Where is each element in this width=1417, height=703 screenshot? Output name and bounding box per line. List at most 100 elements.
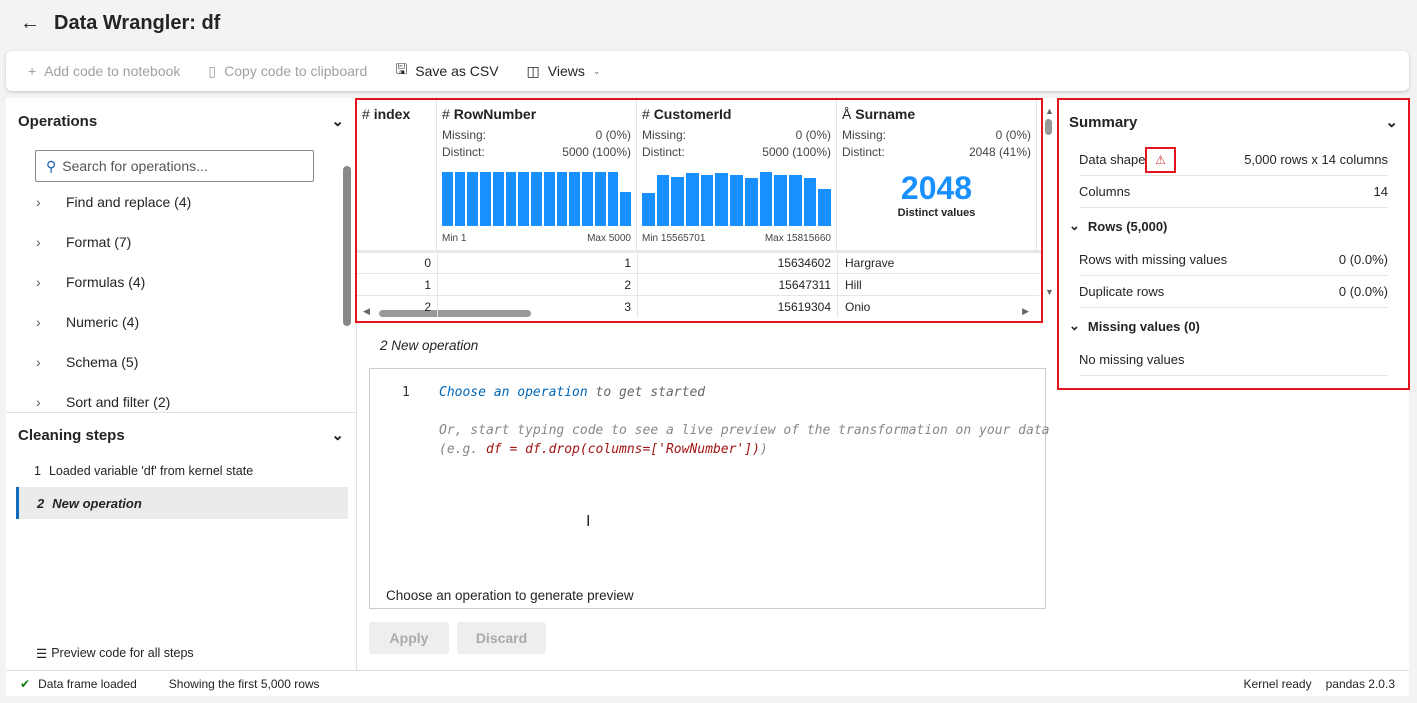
histogram-bar[interactable]: [671, 177, 685, 226]
chevron-down-icon: ⌄: [592, 65, 601, 76]
search-placeholder: Search for operations...: [62, 158, 208, 174]
histogram-bar[interactable]: [556, 172, 568, 226]
add-code-button[interactable]: + Add code to notebook: [28, 63, 180, 79]
preview-code-all-steps-button[interactable]: ☰ Preview code for all steps: [36, 646, 194, 661]
kernel-status: Kernel ready: [1243, 676, 1312, 691]
histogram-bar[interactable]: [818, 189, 831, 226]
chevron-right-icon: ›: [36, 194, 41, 210]
rows-missing-value: 0 (0.0%): [1338, 252, 1388, 267]
histogram-bar[interactable]: [788, 174, 802, 226]
search-icon: ⚲: [46, 157, 57, 174]
max-label: Max 15815660: [764, 233, 831, 244]
histogram-bar[interactable]: [454, 172, 466, 226]
missing-value: 0 (0%): [595, 128, 631, 142]
column-header-surname[interactable]: Å Surname Missing: 0 (0%) Distinct: 2048 (4…: [837, 100, 1037, 250]
operation-label: Format (7): [66, 234, 132, 250]
table-row[interactable]: 1 2 15647311 Hill: [357, 273, 1039, 296]
data-grid: ◀ ▶ # index # RowNumber Missing: 0 (0%) Dist…: [355, 98, 1043, 323]
example-code: df = df.drop(columns=['RowNumber']): [485, 442, 760, 457]
operation-label: Formulas (4): [66, 274, 146, 290]
search-operations-input[interactable]: ⚲ Search for operations...: [35, 150, 314, 182]
discard-button[interactable]: Discard: [457, 622, 546, 654]
cleaning-step-active[interactable]: 2 New operation: [16, 487, 348, 519]
status-bar: ✔ Data frame loaded Showing the first 5,…: [6, 670, 1409, 696]
vertical-scrollbar[interactable]: ▲ ▼: [1045, 106, 1054, 297]
table-row[interactable]: 0 1 15634602 Hargrave: [357, 251, 1039, 274]
data-shape-value: 5,000 rows x 14 columns: [1244, 152, 1388, 167]
histogram-bar[interactable]: [607, 172, 619, 226]
histogram-bar[interactable]: [730, 174, 743, 226]
operation-category[interactable]: › Formulas (4): [6, 262, 356, 302]
step-number: 1: [34, 464, 41, 478]
horizontal-scrollbar[interactable]: ◀ ▶: [363, 306, 1029, 317]
histogram-bar[interactable]: [569, 172, 581, 226]
views-button[interactable]: ◫ Views ⌄: [527, 63, 601, 80]
histogram-bar[interactable]: [686, 173, 699, 226]
table-row[interactable]: 2 3 15619304 Onio: [357, 295, 1039, 318]
rows-section-header[interactable]: ⌄ Rows (5,000): [1059, 208, 1408, 244]
choose-operation-link[interactable]: Choose an operation: [439, 385, 588, 400]
cleaning-steps-header[interactable]: Cleaning steps ⌄: [6, 413, 356, 457]
histogram-bar[interactable]: [759, 172, 773, 226]
histogram-bar[interactable]: [442, 172, 453, 226]
step-number: 2: [37, 495, 45, 511]
operations-title: Operations: [18, 112, 98, 130]
code-editor[interactable]: 1 Choose an operation to get started Or,…: [369, 368, 1050, 609]
histogram-bar[interactable]: [774, 174, 787, 226]
page-title: Data Wrangler: df: [54, 12, 221, 34]
cleaning-step[interactable]: 1 Loaded variable 'df' from kernel state: [6, 457, 356, 485]
table-cell: 3: [624, 300, 631, 314]
histogram-bar[interactable]: [480, 172, 491, 226]
histogram-bar[interactable]: [715, 173, 729, 226]
header: ← Data Wrangler: df: [20, 12, 220, 35]
histogram-bar[interactable]: [700, 175, 714, 226]
summary-header[interactable]: Summary ⌄: [1059, 100, 1408, 144]
histogram-bar[interactable]: [656, 174, 670, 226]
chevron-down-icon: ⌄: [1069, 218, 1080, 233]
table-cell: 2: [624, 278, 631, 292]
histogram-bar[interactable]: [744, 178, 758, 226]
column-header-rownumber[interactable]: # RowNumber Missing: 0 (0%) Distinct: 5000 …: [437, 100, 637, 250]
back-arrow-icon[interactable]: ←: [20, 12, 40, 34]
histogram-bar[interactable]: [467, 172, 479, 226]
missing-title: Missing values (0): [1087, 318, 1200, 334]
distinct-label: Distinct:: [442, 145, 485, 159]
table-cell: 0: [424, 256, 431, 270]
operation-category[interactable]: › Schema (5): [6, 342, 356, 382]
histogram-bar[interactable]: [582, 172, 593, 226]
operation-category[interactable]: › Format (7): [6, 222, 356, 262]
histogram-bar[interactable]: [803, 178, 817, 226]
missing-section-header[interactable]: ⌄ Missing values (0): [1059, 308, 1408, 344]
operation-category[interactable]: › Numeric (4): [6, 302, 356, 342]
hint-text: Or, start typing code to see a live prev…: [439, 423, 1050, 438]
operation-label: Schema (5): [66, 354, 139, 370]
operation-label: Sort and filter (2): [66, 394, 171, 410]
operation-category[interactable]: › Sort and filter (2): [6, 382, 356, 422]
histogram-bar[interactable]: [492, 172, 504, 226]
histogram-bar[interactable]: [594, 172, 606, 226]
warning-icon[interactable]: ⚠: [1145, 147, 1176, 173]
hint-text: to get started: [587, 385, 706, 400]
no-missing-text: No missing values: [1079, 352, 1185, 367]
distinct-label: Distinct:: [842, 145, 885, 159]
operations-scrollbar[interactable]: [343, 148, 351, 408]
histogram-bar[interactable]: [620, 191, 632, 226]
column-header-index[interactable]: # index: [357, 100, 437, 250]
operation-category[interactable]: › Find and replace (4): [6, 182, 356, 222]
chevron-right-icon: ›: [36, 314, 41, 330]
column-header-customerid[interactable]: # CustomerId Missing: 0 (0%) Distinct: 5000…: [637, 100, 837, 250]
histogram-bar[interactable]: [543, 172, 555, 226]
copy-code-label: Copy code to clipboard: [224, 63, 368, 79]
histogram-bar[interactable]: [642, 192, 655, 226]
copy-code-button[interactable]: ▯ Copy code to clipboard: [208, 63, 367, 80]
histogram-bar[interactable]: [505, 172, 517, 226]
code-preview-icon: ☰: [36, 647, 48, 661]
histogram-bar[interactable]: [518, 172, 530, 226]
missing-label: Missing:: [842, 128, 887, 142]
chevron-down-icon: ⌄: [1069, 318, 1080, 333]
apply-button[interactable]: Apply: [369, 622, 449, 654]
save-csv-button[interactable]: 🖫 Save as CSV: [395, 59, 498, 83]
distinct-value: 5000 (100%): [762, 145, 831, 159]
operations-header[interactable]: Operations ⌄: [6, 98, 356, 144]
histogram-bar[interactable]: [531, 172, 542, 226]
